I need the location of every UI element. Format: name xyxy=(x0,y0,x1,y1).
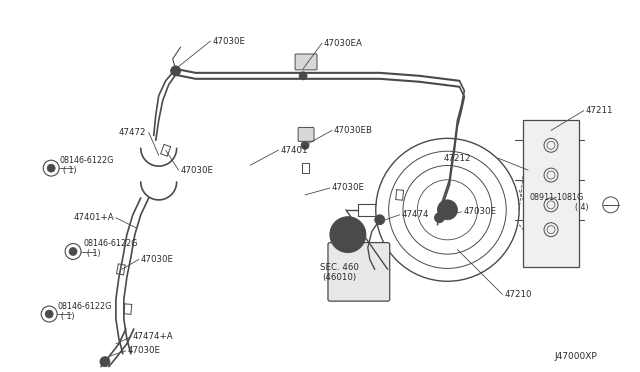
Text: 47030E: 47030E xyxy=(332,183,365,192)
Text: SEC. 460: SEC. 460 xyxy=(320,263,359,272)
Text: 47401+A: 47401+A xyxy=(73,213,114,222)
Circle shape xyxy=(330,217,366,253)
Circle shape xyxy=(171,66,180,76)
Text: ( 4): ( 4) xyxy=(575,203,589,212)
Text: 08146-6122G: 08146-6122G xyxy=(59,156,113,165)
FancyBboxPatch shape xyxy=(298,128,314,141)
Circle shape xyxy=(100,357,110,367)
Text: 47212: 47212 xyxy=(444,154,471,163)
Text: ( 1): ( 1) xyxy=(63,166,77,174)
Text: 47030E: 47030E xyxy=(180,166,214,174)
Text: 08146-6122G: 08146-6122G xyxy=(83,239,138,248)
Text: 47401: 47401 xyxy=(280,146,308,155)
Text: 47030E: 47030E xyxy=(141,255,174,264)
FancyBboxPatch shape xyxy=(328,243,390,301)
Circle shape xyxy=(45,310,53,318)
Text: 47472: 47472 xyxy=(119,128,147,137)
Text: (46010): (46010) xyxy=(322,273,356,282)
Circle shape xyxy=(437,200,458,220)
Text: 47211: 47211 xyxy=(586,106,613,115)
Text: 08146-6122G: 08146-6122G xyxy=(57,302,111,311)
Circle shape xyxy=(69,247,77,256)
Text: ( 1): ( 1) xyxy=(61,311,75,321)
Text: 47474: 47474 xyxy=(402,210,429,219)
Text: 47030EB: 47030EB xyxy=(334,126,373,135)
Circle shape xyxy=(435,213,444,223)
Text: 08911-1081G: 08911-1081G xyxy=(529,193,584,202)
Text: 47030E: 47030E xyxy=(463,207,497,216)
FancyBboxPatch shape xyxy=(295,54,317,70)
Text: 47030EA: 47030EA xyxy=(324,39,363,48)
Circle shape xyxy=(47,164,55,172)
Text: 47030E: 47030E xyxy=(212,36,246,46)
Circle shape xyxy=(301,141,309,149)
Text: 47474+A: 47474+A xyxy=(133,332,173,341)
FancyBboxPatch shape xyxy=(523,121,579,267)
Text: 47210: 47210 xyxy=(504,290,532,299)
Circle shape xyxy=(375,215,385,225)
Text: ( 1): ( 1) xyxy=(87,249,100,258)
Circle shape xyxy=(299,72,307,80)
Text: 47030E: 47030E xyxy=(128,346,161,355)
Text: J47000XP: J47000XP xyxy=(554,352,596,361)
